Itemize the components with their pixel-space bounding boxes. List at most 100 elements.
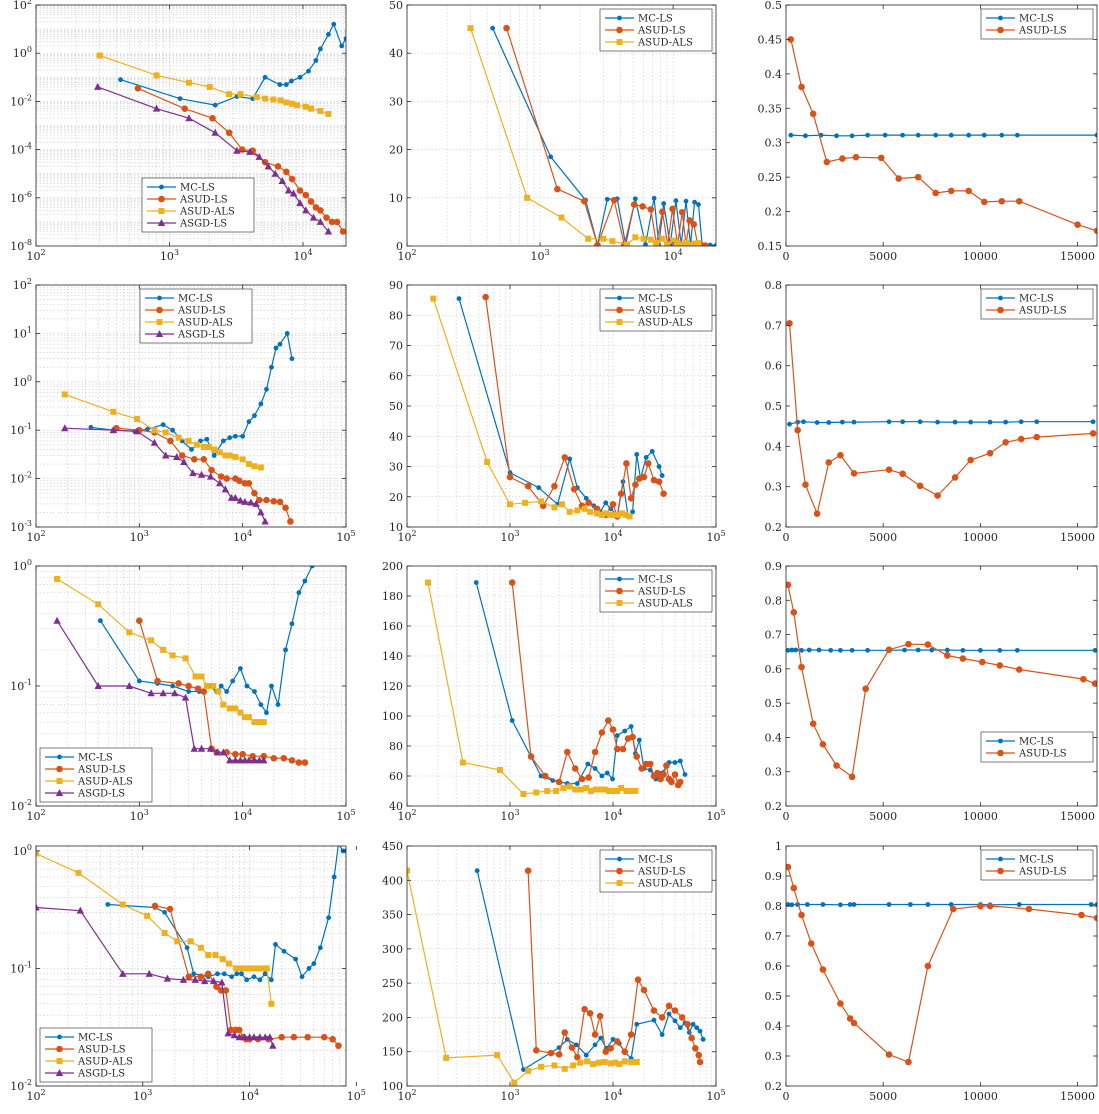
data-point	[551, 504, 558, 511]
data-point	[171, 689, 179, 697]
data-point	[601, 1059, 608, 1065]
legend-label: MC-LS	[78, 753, 113, 764]
data-point	[997, 867, 1004, 875]
data-point	[787, 36, 795, 43]
data-point	[1093, 914, 1097, 922]
data-point	[948, 132, 954, 138]
legend-label: ASUD-LS	[637, 306, 686, 317]
data-point	[1089, 430, 1097, 437]
data-point	[258, 965, 265, 972]
data-point	[932, 189, 939, 197]
data-point	[688, 1034, 695, 1042]
data-point	[170, 427, 176, 433]
data-point	[617, 856, 622, 862]
y-tick-label: 0.4	[765, 731, 783, 744]
data-point	[256, 1033, 264, 1041]
data-point	[239, 971, 244, 977]
data-point	[521, 1067, 526, 1072]
data-point	[592, 1042, 598, 1048]
data-point	[313, 58, 319, 63]
y-tick-label: 100	[13, 45, 32, 60]
legend-label: ASUD-ALS	[637, 599, 693, 610]
data-point	[284, 186, 293, 194]
data-point	[271, 169, 279, 177]
data-point	[1014, 647, 1020, 653]
legend-box	[980, 288, 1094, 320]
data-point	[231, 756, 240, 764]
data-point	[147, 689, 155, 697]
data-point	[185, 973, 193, 981]
data-point	[1002, 439, 1009, 446]
data-point	[248, 965, 255, 972]
data-point	[609, 238, 616, 245]
data-point	[289, 356, 295, 362]
data-point	[331, 874, 337, 880]
data-point	[551, 1062, 558, 1069]
data-point	[568, 1044, 576, 1051]
data-point	[598, 1035, 604, 1041]
axes-box	[35, 284, 347, 528]
data-point	[660, 771, 667, 778]
data-point	[1078, 911, 1085, 919]
y-tick-label: 101	[13, 325, 32, 340]
y-tick-label: 102	[13, 277, 32, 292]
data-point	[555, 778, 563, 786]
data-point	[190, 744, 198, 752]
data-point	[850, 470, 858, 477]
data-point	[566, 783, 573, 790]
data-point	[619, 745, 627, 753]
data-point	[671, 1007, 679, 1014]
data-point	[335, 1042, 342, 1050]
data-point	[886, 902, 892, 907]
data-point	[266, 1033, 274, 1041]
data-point	[660, 490, 667, 498]
data-point	[151, 902, 159, 910]
data-point	[213, 983, 220, 990]
plot-area	[786, 5, 1097, 246]
y-tick-label: 100	[382, 710, 403, 723]
legend-label: MC-LS	[1019, 855, 1054, 866]
x-tick-label: 10000	[963, 1090, 998, 1103]
data-point	[634, 976, 642, 984]
y-tick-label: 120	[382, 680, 403, 693]
data-point	[325, 32, 331, 37]
y-tick-label: 0.5	[765, 400, 783, 413]
data-point	[916, 482, 924, 490]
data-point	[206, 83, 213, 90]
y-tick-label: 0.2	[765, 206, 783, 219]
series-group	[786, 581, 1097, 781]
data-point	[885, 646, 893, 653]
data-point	[944, 652, 951, 659]
data-point	[264, 386, 269, 392]
data-point	[94, 82, 102, 90]
data-point	[225, 129, 233, 137]
series-group	[467, 24, 716, 246]
data-point	[649, 448, 655, 454]
x-tick-label: 104	[664, 248, 683, 263]
x-tick-label: 5000	[869, 810, 897, 823]
data-point	[134, 416, 141, 423]
data-point	[55, 789, 64, 796]
data-point	[632, 788, 639, 794]
data-point	[36, 850, 39, 857]
data-point	[331, 21, 337, 27]
data-point	[610, 788, 616, 794]
data-point	[622, 728, 628, 734]
data-point	[256, 719, 263, 726]
data-point	[561, 454, 569, 461]
data-point	[268, 1000, 275, 1007]
data-point	[801, 419, 806, 425]
y-tick-label: 150	[382, 1046, 403, 1059]
data-point	[695, 240, 702, 246]
data-point	[607, 1060, 614, 1067]
data-point	[627, 1031, 635, 1038]
data-point	[316, 217, 325, 225]
data-point	[700, 1036, 706, 1042]
data-point	[944, 647, 950, 653]
data-point	[538, 1063, 545, 1070]
data-point	[324, 227, 333, 235]
data-point	[578, 775, 586, 783]
data-point	[597, 786, 604, 793]
